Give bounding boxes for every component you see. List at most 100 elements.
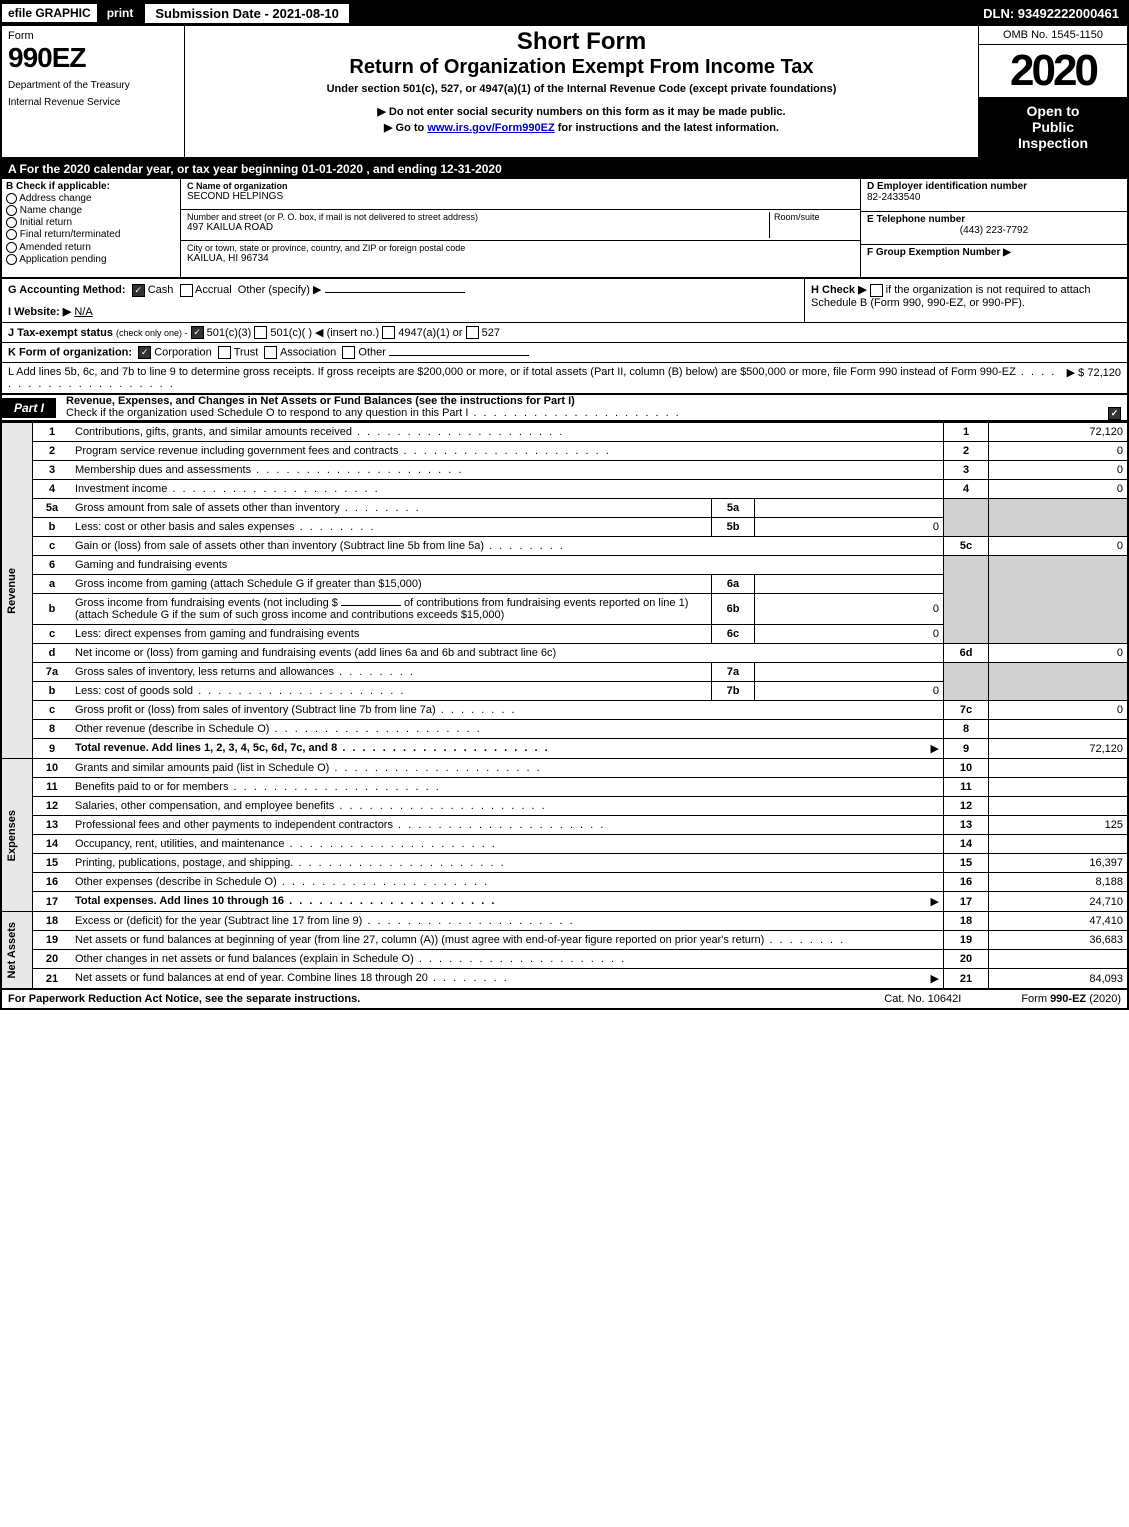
line-5ab-shade-val (989, 499, 1129, 537)
line-9-fnum: 9 (944, 739, 989, 759)
ssn-warning: ▶ Do not enter social security numbers o… (191, 105, 972, 118)
d-ein-row: D Employer identification number 82-2433… (861, 179, 1127, 212)
section-bcdef: B Check if applicable: Address change Na… (0, 179, 1129, 279)
line-13: 13 Professional fees and other payments … (1, 816, 1128, 835)
checkbox-501c[interactable] (254, 326, 267, 339)
checkbox-other-org[interactable] (342, 346, 355, 359)
line-17: 17 Total expenses. Add lines 10 through … (1, 892, 1128, 912)
line-13-desc: Professional fees and other payments to … (71, 816, 944, 835)
street-value: 497 KAILUA ROAD (187, 222, 769, 233)
check-application-pending[interactable]: Application pending (6, 254, 176, 265)
line-14: 14 Occupancy, rent, utilities, and maint… (1, 835, 1128, 854)
i-website-value: N/A (74, 306, 92, 318)
dept-irs: Internal Revenue Service (8, 97, 178, 108)
g-cash: Cash (148, 284, 174, 296)
line-4-fnum: 4 (944, 480, 989, 499)
line-2: 2 Program service revenue including gove… (1, 442, 1128, 461)
j-501c: 501(c)( ) (270, 327, 312, 339)
line-3-fval: 0 (989, 461, 1129, 480)
checkbox-4947[interactable] (382, 326, 395, 339)
part-1-title: Revenue, Expenses, and Changes in Net As… (56, 395, 1127, 420)
line-5c-num: c (33, 537, 72, 556)
page-footer: For Paperwork Reduction Act Notice, see … (0, 990, 1129, 1010)
i-website-label: I Website: ▶ (8, 306, 71, 318)
line-5ab-shade (944, 499, 989, 537)
checkbox-h[interactable] (870, 284, 883, 297)
check-initial-return[interactable]: Initial return (6, 217, 176, 228)
line-11-num: 11 (33, 778, 72, 797)
line-14-num: 14 (33, 835, 72, 854)
line-21-fval: 84,093 (989, 969, 1129, 990)
line-6d-desc: Net income or (loss) from gaming and fun… (71, 644, 944, 663)
line-8-num: 8 (33, 720, 72, 739)
checkbox-corporation[interactable]: ✓ (138, 346, 151, 359)
line-1-num: 1 (33, 423, 72, 442)
checkbox-schedule-o[interactable]: ✓ (1108, 407, 1121, 420)
row-j: J Tax-exempt status (check only one) - ✓… (2, 323, 1127, 344)
line-9-num: 9 (33, 739, 72, 759)
line-11: 11 Benefits paid to or for members 11 (1, 778, 1128, 797)
checkbox-trust[interactable] (218, 346, 231, 359)
line-14-fval (989, 835, 1129, 854)
g-other-field[interactable] (325, 292, 465, 293)
line-11-fval (989, 778, 1129, 797)
line-15-num: 15 (33, 854, 72, 873)
e-phone-value: (443) 223-7792 (867, 225, 1121, 236)
check-final-return[interactable]: Final return/terminated (6, 229, 176, 240)
line-10-desc: Grants and similar amounts paid (list in… (71, 759, 944, 778)
checkbox-527[interactable] (466, 326, 479, 339)
line-7b-desc: Less: cost of goods sold (71, 682, 712, 701)
line-21-desc: Net assets or fund balances at end of ye… (71, 969, 944, 990)
print-link[interactable]: print (99, 4, 142, 22)
line-8-fnum: 8 (944, 720, 989, 739)
check-address-change[interactable]: Address change (6, 193, 176, 204)
line-13-fnum: 13 (944, 816, 989, 835)
line-5a-snum: 5a (712, 499, 755, 518)
side-label-expenses: Expenses (1, 759, 33, 912)
line-5a-desc: Gross amount from sale of assets other t… (71, 499, 712, 518)
checkbox-cash[interactable]: ✓ (132, 284, 145, 297)
line-7c-fval: 0 (989, 701, 1129, 720)
line-19-fnum: 19 (944, 931, 989, 950)
header-left: Form 990EZ Department of the Treasury In… (2, 26, 185, 157)
g-label: G Accounting Method: (8, 284, 126, 296)
line-15-fnum: 15 (944, 854, 989, 873)
line-6b-amount-field[interactable] (341, 605, 401, 606)
line-2-desc: Program service revenue including govern… (71, 442, 944, 461)
line-15: 15 Printing, publications, postage, and … (1, 854, 1128, 873)
part-1-table: Revenue 1 Contributions, gifts, grants, … (0, 422, 1129, 990)
line-8-fval (989, 720, 1129, 739)
line-19: 19 Net assets or fund balances at beginn… (1, 931, 1128, 950)
line-20: 20 Other changes in net assets or fund b… (1, 950, 1128, 969)
city-value: KAILUA, HI 96734 (187, 253, 854, 264)
line-9: 9 Total revenue. Add lines 1, 2, 3, 4, 5… (1, 739, 1128, 759)
line-17-fnum: 17 (944, 892, 989, 912)
return-title: Return of Organization Exempt From Incom… (191, 56, 972, 79)
checkbox-501c3[interactable]: ✓ (191, 326, 204, 339)
line-7a-num: 7a (33, 663, 72, 682)
irs-link[interactable]: www.irs.gov/Form990EZ (427, 122, 554, 134)
checkbox-association[interactable] (264, 346, 277, 359)
c-name-row: C Name of organization SECOND HELPINGS (181, 179, 860, 210)
line-20-desc: Other changes in net assets or fund bala… (71, 950, 944, 969)
side-label-revenue: Revenue (1, 423, 33, 759)
line-18: Net Assets 18 Excess or (deficit) for th… (1, 912, 1128, 931)
line-12-num: 12 (33, 797, 72, 816)
tax-year-2020: 2020 (979, 45, 1127, 97)
line-16: 16 Other expenses (describe in Schedule … (1, 873, 1128, 892)
line-18-desc: Excess or (deficit) for the year (Subtra… (71, 912, 944, 931)
check-name-change[interactable]: Name change (6, 205, 176, 216)
checkbox-accrual[interactable] (180, 284, 193, 297)
submission-date-box: Submission Date - 2021-08-10 (143, 2, 351, 25)
line-9-fval: 72,120 (989, 739, 1129, 759)
room-suite-label: Room/suite (769, 212, 854, 238)
line-13-num: 13 (33, 816, 72, 835)
catalog-number: Cat. No. 10642I (884, 993, 961, 1005)
line-16-fval: 8,188 (989, 873, 1129, 892)
d-ein-label: D Employer identification number (867, 181, 1121, 192)
g-other: Other (specify) ▶ (238, 284, 322, 296)
check-amended-return[interactable]: Amended return (6, 242, 176, 253)
k-other-field[interactable] (389, 355, 529, 356)
line-9-desc: Total revenue. Add lines 1, 2, 3, 4, 5c,… (71, 739, 944, 759)
line-6-shade (944, 556, 989, 644)
